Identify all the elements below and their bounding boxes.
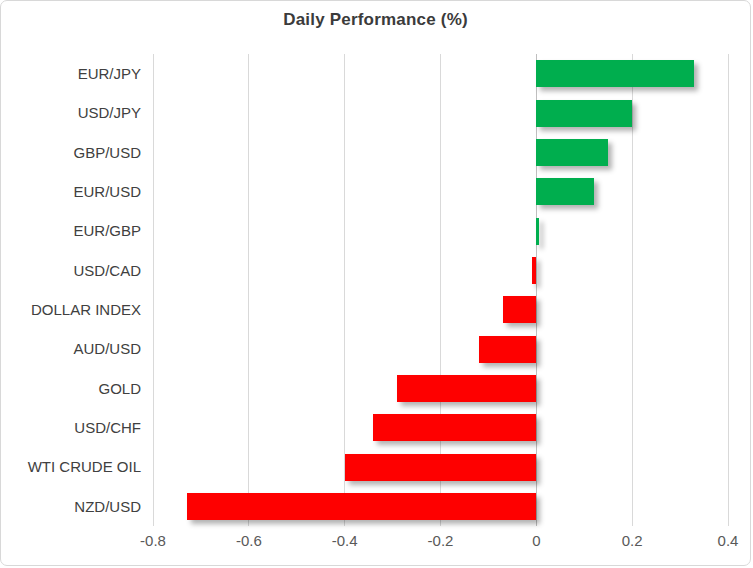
x-tick-label: -0.2 — [411, 532, 471, 549]
bar-usd-jpy — [536, 100, 632, 127]
category-label-dollar-index: DOLLAR INDEX — [1, 290, 141, 329]
bar-eur-jpy — [536, 60, 694, 87]
bar-eur-usd — [536, 178, 594, 205]
x-tick-label: -0.6 — [219, 532, 279, 549]
bar-aud-usd — [479, 336, 537, 363]
category-label-gbp-usd: GBP/USD — [1, 133, 141, 172]
x-tick-label: -0.4 — [315, 532, 375, 549]
bar-eur-gbp — [536, 218, 538, 245]
bar-wti-crude-oil — [345, 454, 537, 481]
bar-usd-cad — [532, 257, 537, 284]
bar-gbp-usd — [536, 139, 608, 166]
value-axis: -0.8 -0.6 -0.4 -0.2 0 0.2 0.4 — [1, 532, 750, 554]
bar-usd-chf — [373, 414, 536, 441]
category-axis: EUR/JPYUSD/JPYGBP/USDEUR/USDEUR/GBPUSD/C… — [1, 54, 141, 526]
category-label-wti-crude-oil: WTI CRUDE OIL — [1, 447, 141, 486]
plot-area — [153, 54, 728, 526]
x-tick-label: 0 — [506, 532, 566, 549]
gridline — [248, 54, 249, 526]
x-tick-label: 0.2 — [602, 532, 662, 549]
category-label-eur-usd: EUR/USD — [1, 172, 141, 211]
x-tick-label: 0.4 — [698, 532, 751, 549]
chart-frame: Daily Performance (%) EUR/JPYUSD/JPYGBP/… — [0, 0, 751, 566]
bar-gold — [397, 375, 536, 402]
x-tick-label: -0.8 — [123, 532, 183, 549]
gridline — [728, 54, 729, 526]
category-label-eur-jpy: EUR/JPY — [1, 54, 141, 93]
category-label-gold: GOLD — [1, 369, 141, 408]
bar-dollar-index — [503, 296, 537, 323]
category-label-nzd-usd: NZD/USD — [1, 487, 141, 526]
chart-title: Daily Performance (%) — [1, 10, 750, 30]
category-label-usd-jpy: USD/JPY — [1, 93, 141, 132]
category-label-aud-usd: AUD/USD — [1, 329, 141, 368]
bar-nzd-usd — [187, 493, 537, 520]
gridline — [153, 54, 154, 526]
category-label-usd-chf: USD/CHF — [1, 408, 141, 447]
category-label-usd-cad: USD/CAD — [1, 251, 141, 290]
category-label-eur-gbp: EUR/GBP — [1, 211, 141, 250]
